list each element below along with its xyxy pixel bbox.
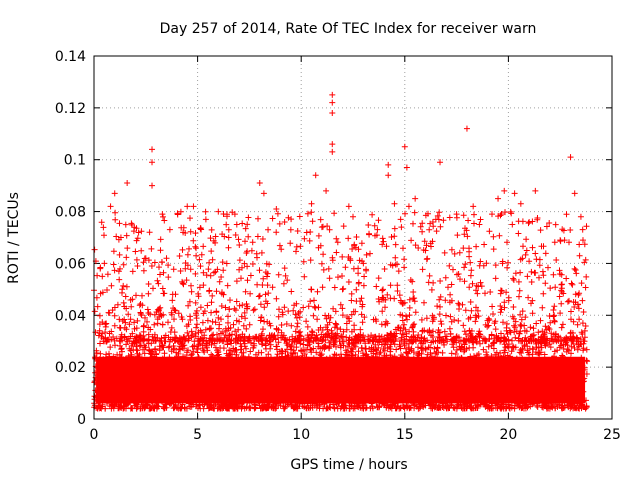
data-point	[567, 154, 574, 161]
y-tick-label: 0.12	[55, 101, 86, 117]
data-point	[571, 190, 578, 197]
y-tick-label: 0	[77, 412, 86, 428]
data-point	[281, 218, 288, 225]
data-point	[403, 164, 410, 171]
y-tick-label: 0.04	[55, 308, 86, 324]
x-tick-label: 10	[292, 427, 310, 443]
grid	[94, 56, 612, 419]
data-point	[453, 211, 460, 218]
data-point	[532, 187, 539, 194]
dense-band-core	[96, 356, 586, 404]
data-point	[350, 213, 356, 220]
data-point	[360, 260, 367, 267]
data-points	[97, 91, 586, 280]
x-tick-label: 15	[396, 427, 414, 443]
data-point	[463, 125, 470, 132]
chart-title: Day 257 of 2014, Rate Of TEC Index for r…	[160, 21, 537, 37]
data-point	[99, 273, 106, 280]
data-point	[526, 218, 533, 225]
plot-frame	[93, 55, 613, 420]
data-point	[134, 263, 141, 270]
data-point	[432, 216, 439, 223]
data-point	[256, 180, 263, 187]
data-point	[345, 203, 352, 210]
data-point	[385, 172, 392, 179]
data-point	[101, 260, 108, 267]
data-point	[142, 255, 149, 262]
data-point	[159, 211, 166, 218]
data-point	[511, 190, 518, 197]
data-point	[107, 203, 114, 210]
dense-data-band	[91, 208, 591, 412]
data-point	[215, 208, 222, 215]
x-axis-label: GPS time / hours	[290, 457, 407, 473]
data-point	[97, 265, 104, 272]
data-point	[412, 195, 419, 202]
data-point	[149, 182, 156, 189]
y-tick-label: 0.06	[55, 256, 86, 272]
y-tick-label: 0.02	[55, 360, 86, 376]
y-axis-label: ROTI / TECUs	[6, 192, 22, 284]
data-point	[329, 91, 336, 98]
data-point	[225, 234, 232, 241]
data-point	[111, 190, 118, 197]
data-point	[476, 221, 483, 228]
data-point	[329, 141, 336, 148]
data-point	[318, 224, 325, 231]
data-point	[329, 110, 336, 117]
data-point	[308, 200, 315, 207]
data-point	[265, 226, 272, 233]
data-point	[184, 203, 191, 210]
data-point	[329, 148, 336, 155]
data-point	[231, 211, 238, 218]
data-point	[401, 143, 408, 150]
data-point	[163, 255, 170, 262]
data-point	[202, 216, 209, 223]
data-point	[385, 161, 392, 168]
data-point	[149, 159, 156, 166]
data-point	[391, 200, 398, 207]
data-point	[124, 180, 131, 187]
x-tick-label: 20	[499, 427, 517, 443]
data-point	[180, 229, 187, 236]
y-tick-label: 0.14	[55, 49, 86, 65]
data-point	[405, 203, 412, 210]
data-point	[312, 172, 319, 179]
data-point	[517, 200, 524, 207]
mid-level-marks	[91, 208, 590, 345]
data-point	[397, 216, 404, 223]
data-point	[149, 146, 156, 153]
data-point	[557, 237, 564, 244]
data-point	[495, 195, 502, 202]
data-point	[577, 213, 584, 220]
data-point	[260, 190, 267, 197]
data-point	[329, 99, 336, 106]
tick-labels: 0 5 10 15 20 25 0 0.02 0.04 0.06 0.08 0.1 0.12 0.14	[55, 49, 621, 443]
y-tick-label: 0.1	[64, 153, 86, 169]
x-tick-label: 5	[193, 427, 202, 443]
data-point	[287, 226, 294, 233]
data-point	[470, 203, 477, 210]
x-tick-label: 0	[90, 427, 99, 443]
y-tick-label: 0.08	[55, 205, 86, 221]
x-tick-label: 25	[603, 427, 621, 443]
data-point	[437, 159, 444, 166]
data-point	[501, 187, 508, 194]
data-point	[579, 237, 586, 244]
data-point	[323, 187, 330, 194]
data-point	[422, 247, 429, 254]
data-point	[273, 205, 280, 212]
data-point	[190, 203, 197, 210]
data-point	[117, 234, 124, 241]
